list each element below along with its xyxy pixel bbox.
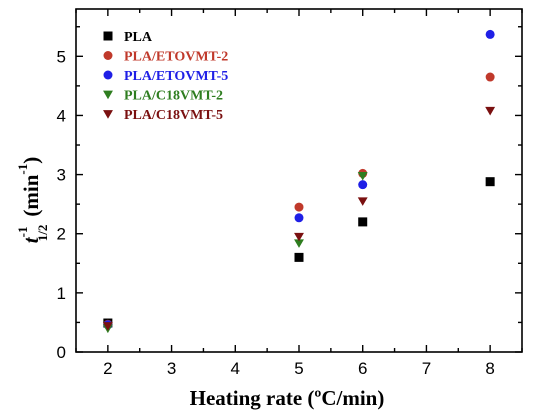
y-axis-unit-close: ) [19,157,43,164]
x-tick-label: 2 [103,359,112,378]
y-tick-label: 3 [57,166,66,185]
data-point [294,232,304,242]
legend: PLA PLA/ETOVMT-2 PLA/ETOVMT-5 PLA/C18VMT-2 P… [103,30,228,123]
legend-label: PLA/ETOVMT-5 [124,69,228,84]
y-axis-symbol: t [19,236,43,243]
x-tick-label: 3 [167,359,176,378]
data-point [485,106,496,116]
legend-label: PLA [124,30,153,45]
data-point [294,239,304,248]
data-point [485,177,495,187]
legend-marker [103,51,113,60]
y-tick-label: 1 [57,284,66,303]
data-point [357,171,368,181]
legend-marker [103,31,113,41]
y-axis-symbol-sub: 1/2 [35,225,50,242]
data-point [357,197,368,206]
y-axis-unit-sup: -1 [15,164,30,175]
y-tick-label: 2 [57,225,66,244]
y-axis-unit-open: (min [19,174,43,216]
y-tick-label: 5 [57,47,66,66]
legend-label: PLA/C18VMT-2 [124,89,223,104]
x-tick-label: 8 [485,359,494,378]
x-ticks: 2 3 4 5 6 7 8 [75,9,523,378]
x-tick-label: 6 [358,359,367,378]
data-point [485,29,495,39]
y-tick-label: 0 [57,343,66,362]
legend-marker [103,90,113,100]
data-point [294,202,304,212]
data-point [102,322,113,331]
x-tick-label: 5 [294,359,303,378]
y-axis-symbol-sup: -1 [15,227,30,237]
legend-marker [103,110,113,119]
x-axis-title: Heating rate (ºC/min) [190,386,385,410]
svg-text:t-11/2(min-1): t-1 1/2(min-1) [15,157,50,243]
y-tick-label: 4 [57,106,66,125]
data-points [102,29,496,334]
data-point [358,180,368,190]
y-axis-title: t-1 1/2(min-1) [15,157,50,243]
data-point [485,72,495,82]
data-point [294,252,304,262]
data-point [294,213,304,223]
x-tick-label: 7 [422,359,431,378]
data-point [358,217,368,227]
legend-marker [103,70,113,80]
legend-label: PLA/ETOVMT-2 [124,50,228,65]
y-ticks: 0 1 2 3 4 5 [57,26,522,362]
legend-label: PLA/C18VMT-5 [124,108,223,123]
x-tick-label: 4 [231,359,240,378]
